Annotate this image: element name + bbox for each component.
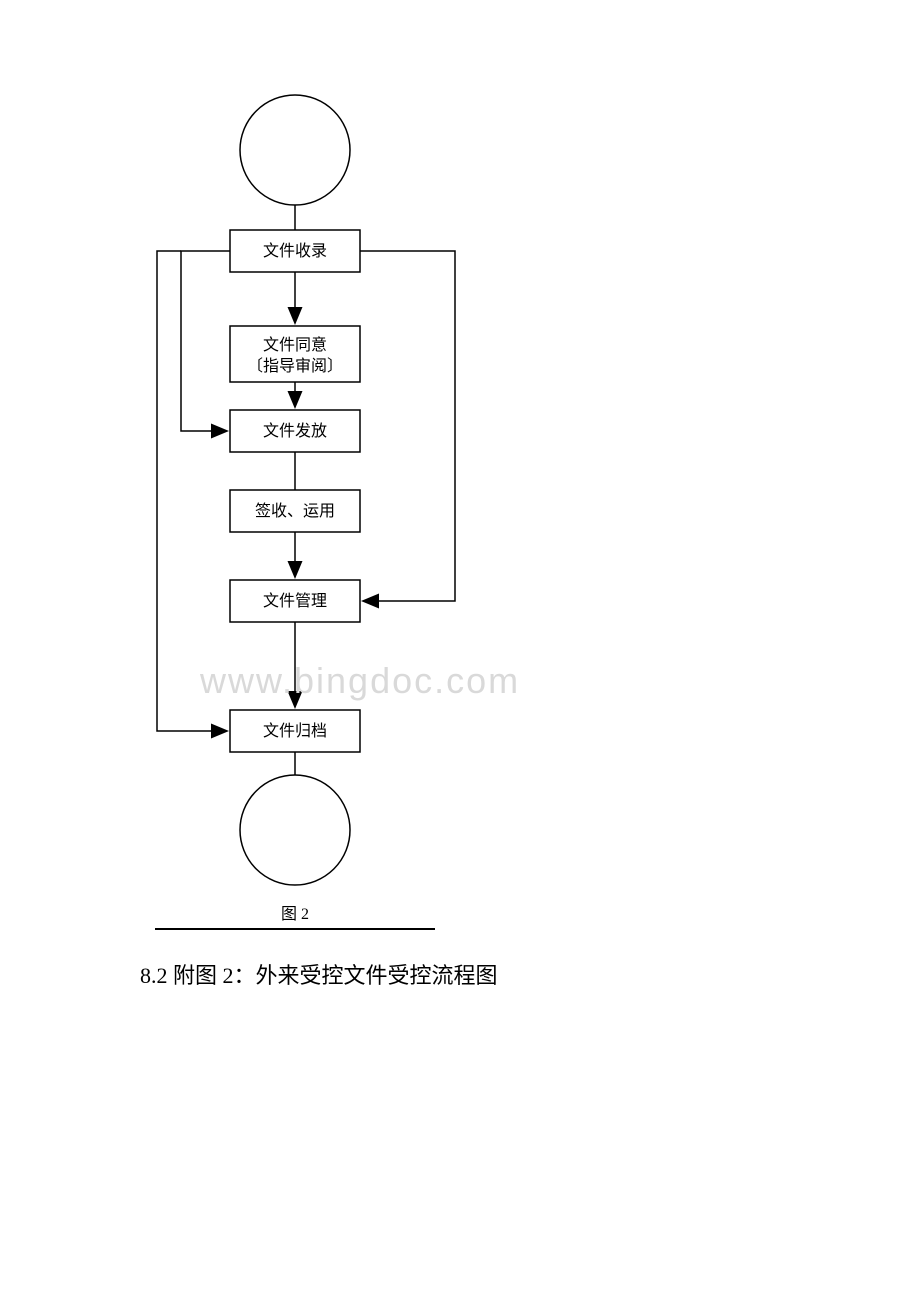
edge-n1-n6-left: [157, 251, 226, 731]
node-end: [240, 775, 350, 885]
label-n2: 文件同意〔指导审阅〕: [230, 336, 360, 378]
label-n1: 文件收录: [230, 242, 360, 263]
edge-n1-n3-left: [181, 251, 230, 431]
label-n4: 签收、运用: [230, 502, 360, 523]
figure-label: 图 2: [270, 900, 320, 924]
label-n3: 文件发放: [230, 422, 360, 443]
caption-text: 8.2 附图 2：外来受控文件受控流程图: [140, 958, 498, 990]
flowchart-container: 文件收录 文件同意〔指导审阅〕 文件发放 签收、运用 文件管理 文件归档: [155, 90, 475, 920]
label-n6: 文件归档: [230, 722, 360, 743]
figure-underline: [155, 928, 435, 930]
edge-n1-n5-right: [360, 251, 455, 601]
watermark-text: www.bingdoc.com: [200, 660, 520, 702]
label-n5: 文件管理: [230, 592, 360, 613]
node-start: [240, 95, 350, 205]
